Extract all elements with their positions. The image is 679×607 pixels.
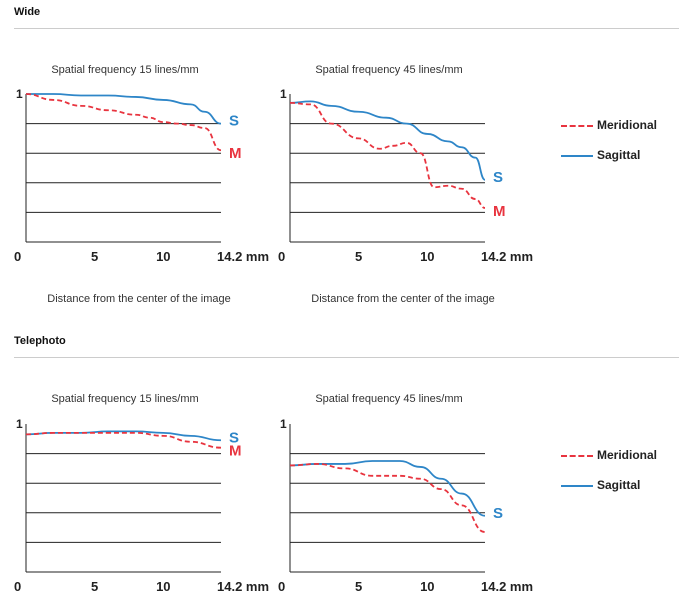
x-tick-label: 14.2 mm [481,579,533,594]
legend-sagittal-swatch [561,155,593,157]
legend-item-meridional: Meridional [561,448,679,464]
x-tick-label: 10 [156,249,170,264]
y-tick-label: 1 [16,417,23,431]
legend-sagittal-label: Sagittal [597,478,641,492]
section-title-wide: Wide [14,6,41,18]
legend-item-meridional: Meridional [561,118,679,134]
series-line-sagittal [289,460,486,517]
x-tick-label: 0 [14,579,21,594]
chart-title: Spatial frequency 15 lines/mm [51,64,199,76]
x-tick-label: 5 [355,249,362,264]
legend-meridional-swatch [561,455,593,457]
x-axis-caption: Distance from the center of the image [311,293,495,305]
legend-item-sagittal: Sagittal [561,148,679,164]
x-tick-label: 0 [278,249,285,264]
mtf-chart-telephoto-45: 10 5 10 14.2 mmS [278,417,533,594]
x-tick-label: 5 [91,579,98,594]
legend-sagittal-label: Sagittal [597,148,641,162]
x-tick-label: 10 [156,579,170,594]
x-tick-label: 5 [91,249,98,264]
y-tick-label: 1 [280,417,287,431]
section-title-telephoto: Telephoto [14,335,66,347]
chart-title: Spatial frequency 45 lines/mm [315,393,463,405]
x-tick-label: 5 [355,579,362,594]
series-end-label-sagittal: S [229,429,239,446]
y-tick-label: 1 [16,87,23,101]
x-tick-label: 0 [278,579,285,594]
series-end-label-meridional: M [229,145,242,162]
x-tick-label: 0 [14,249,21,264]
legend-sagittal-swatch [561,485,593,487]
chart-title: Spatial frequency 15 lines/mm [51,393,199,405]
x-tick-label: 14.2 mm [217,249,269,264]
series-end-label-sagittal: S [493,169,503,186]
series-line-sagittal [25,430,222,442]
series-end-label-sagittal: S [229,113,239,130]
series-line-meridional [289,101,486,209]
legend-meridional-label: Meridional [597,448,658,462]
series-line-sagittal [289,100,486,181]
series-line-meridional [25,431,222,449]
section-divider [14,28,679,29]
series-end-label-sagittal: S [493,505,503,522]
series-end-label-meridional: M [229,443,242,460]
series-line-meridional [289,463,486,533]
x-tick-label: 10 [420,579,434,594]
series-end-label-meridional: M [493,203,506,220]
x-tick-label: 14.2 mm [481,249,533,264]
legend-meridional-swatch [561,125,593,127]
section-divider [14,357,679,358]
x-tick-label: 10 [420,249,434,264]
legend-item-sagittal: Sagittal [561,478,679,494]
series-line-meridional [25,93,222,152]
x-axis-caption: Distance from the center of the image [47,293,231,305]
x-tick-label: 14.2 mm [217,579,269,594]
y-tick-label: 1 [280,87,287,101]
chart-title: Spatial frequency 45 lines/mm [315,64,463,76]
legend-meridional-label: Meridional [597,118,658,132]
series-line-sagittal [25,93,222,125]
